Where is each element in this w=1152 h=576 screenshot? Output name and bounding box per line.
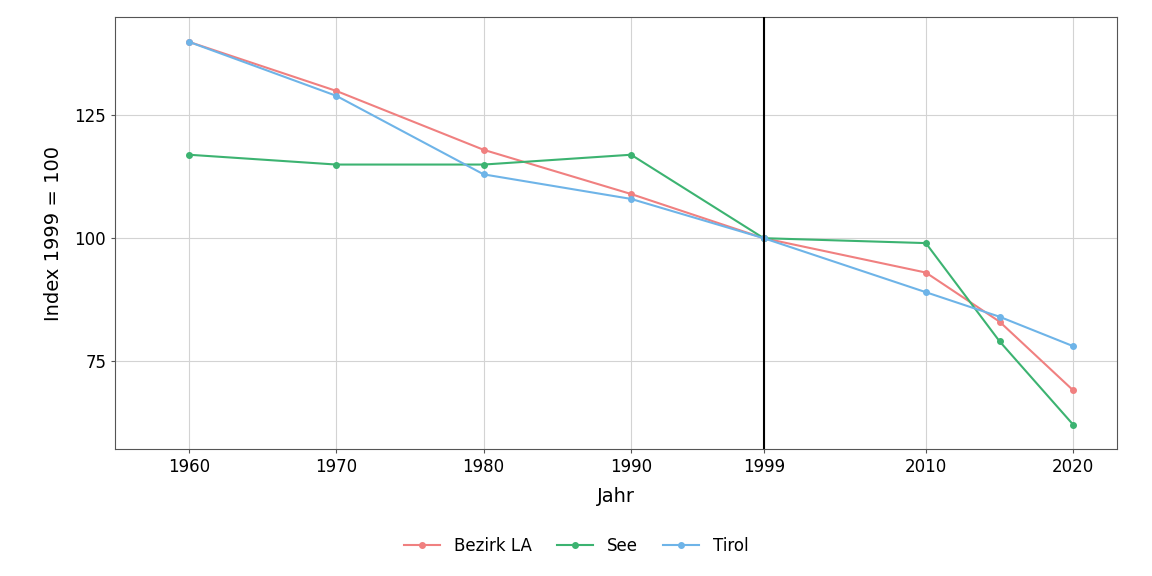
Bezirk LA <box>624 191 638 198</box>
See <box>757 235 771 242</box>
Tirol <box>624 195 638 202</box>
See <box>477 161 491 168</box>
Tirol <box>919 289 933 295</box>
Tirol <box>757 235 771 242</box>
Bezirk LA <box>477 146 491 153</box>
Tirol <box>329 92 343 99</box>
Line: See: See <box>187 152 1076 427</box>
Y-axis label: Index 1999 = 100: Index 1999 = 100 <box>44 146 63 321</box>
Tirol <box>993 313 1007 320</box>
See <box>919 240 933 247</box>
Bezirk LA <box>182 39 196 46</box>
Bezirk LA <box>1067 387 1081 394</box>
Line: Tirol: Tirol <box>187 39 1076 349</box>
Tirol <box>182 39 196 46</box>
Legend: Bezirk LA, See, Tirol: Bezirk LA, See, Tirol <box>397 530 755 562</box>
X-axis label: Jahr: Jahr <box>598 487 635 506</box>
Bezirk LA <box>993 318 1007 325</box>
See <box>182 151 196 158</box>
Tirol <box>477 171 491 178</box>
See <box>993 338 1007 344</box>
Tirol <box>1067 343 1081 350</box>
See <box>1067 421 1081 428</box>
See <box>329 161 343 168</box>
Line: Bezirk LA: Bezirk LA <box>187 39 1076 393</box>
Bezirk LA <box>919 269 933 276</box>
Bezirk LA <box>329 88 343 94</box>
See <box>624 151 638 158</box>
Bezirk LA <box>757 235 771 242</box>
